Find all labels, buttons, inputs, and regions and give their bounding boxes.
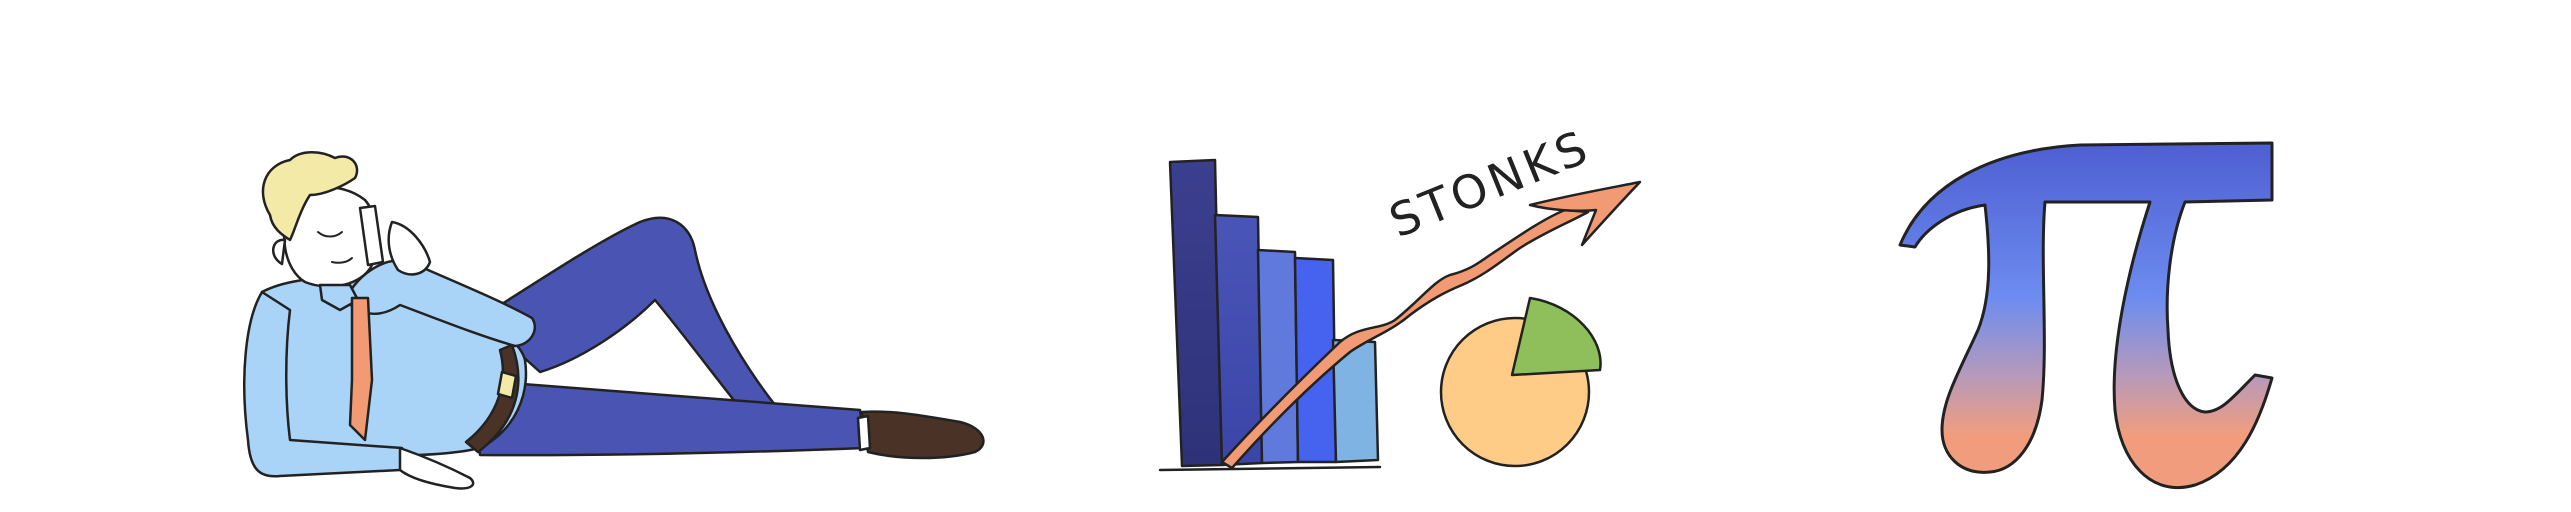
shoe (860, 410, 985, 460)
tie (348, 296, 374, 442)
belt-buckle (496, 370, 518, 400)
phone (358, 204, 385, 267)
reclining-businessman-phone-icon (243, 151, 985, 490)
pants-back-leg (478, 216, 777, 410)
chart-bar-1 (1168, 158, 1224, 468)
hair (261, 151, 359, 242)
pi-symbol-icon (1898, 141, 2274, 490)
pi-shape (1898, 141, 2274, 490)
sock (856, 414, 872, 452)
pants-front-leg (468, 378, 867, 457)
collar (318, 283, 360, 312)
pie-chart-slice (1510, 296, 1602, 377)
shirt-lower-arm (243, 290, 404, 478)
closed-eye (317, 231, 343, 238)
mouth (331, 257, 353, 264)
stonks-chart-icon: STONKS (1158, 119, 1642, 472)
chart-baseline (1158, 465, 1382, 472)
hand-on-phone (387, 220, 432, 276)
stonks-caption: STONKS (1382, 119, 1598, 248)
hand-on-ground (398, 446, 475, 490)
ear (272, 238, 287, 266)
chart-arrow-head (1528, 180, 1642, 247)
